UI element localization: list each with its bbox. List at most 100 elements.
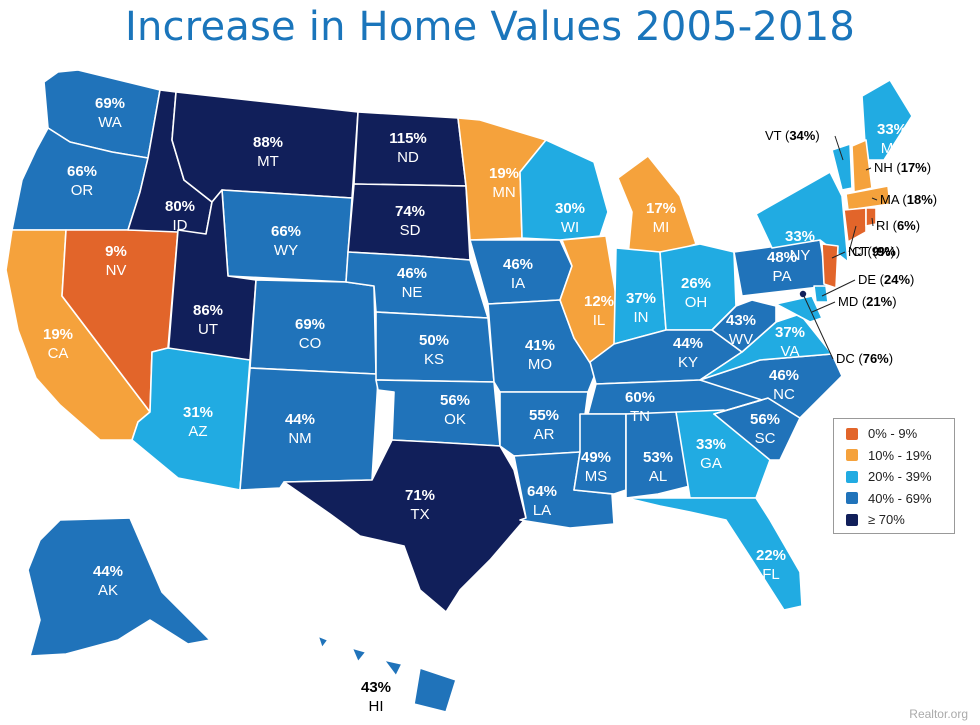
state-co — [249, 279, 377, 375]
state-ga — [675, 409, 771, 499]
state-abbr-id: ID — [173, 217, 188, 234]
state-nh — [851, 139, 873, 193]
legend-label: 40% - 69% — [868, 490, 932, 506]
state-value-il: 12% — [584, 293, 614, 310]
state-abbr-wv: WV — [729, 331, 753, 348]
state-value-id: 80% — [165, 198, 195, 215]
state-abbr-ks: KS — [424, 351, 444, 368]
state-value-me: 33% — [877, 121, 907, 138]
state-value-mo: 41% — [525, 337, 555, 354]
state-abbr-in: IN — [634, 309, 649, 326]
state-abbr-al: AL — [649, 468, 667, 485]
callout-dc: DC (76%) — [836, 351, 893, 366]
state-abbr-ca: CA — [48, 345, 69, 362]
state-value-ia: 46% — [503, 256, 533, 273]
state-value-mt: 88% — [253, 134, 283, 151]
state-value-ks: 50% — [419, 332, 449, 349]
state-value-ak: 44% — [93, 563, 123, 580]
state-abbr-mi: MI — [653, 219, 670, 236]
state-abbr-nc: NC — [773, 386, 795, 403]
callout-vt: VT (34%) — [765, 128, 820, 143]
callout-ri: RI (6%) — [876, 218, 920, 233]
state-abbr-mo: MO — [528, 356, 552, 373]
state-value-tx: 71% — [405, 487, 435, 504]
page-title: Increase in Home Values 2005-2018 — [124, 4, 856, 50]
state-abbr-wi: WI — [561, 219, 579, 236]
legend-swatch — [846, 470, 858, 483]
callout-nj: NJ (9%) — [848, 244, 895, 259]
callout-leader-ct — [848, 225, 857, 253]
state-abbr-nv: NV — [106, 262, 127, 279]
state-abbr-co: CO — [299, 335, 322, 352]
state-value-wi: 30% — [555, 200, 585, 217]
state-value-ca: 19% — [43, 326, 73, 343]
state-abbr-mn: MN — [492, 184, 515, 201]
state-value-fl: 22% — [756, 547, 786, 564]
callout-ct: CT (9%) — [852, 244, 900, 259]
state-value-ok: 56% — [440, 392, 470, 409]
state-nj — [821, 243, 839, 289]
state-abbr-az: AZ — [188, 423, 207, 440]
state-value-nm: 44% — [285, 411, 315, 428]
state-value-va: 37% — [775, 324, 805, 341]
state-abbr-ny: NY — [790, 247, 811, 264]
state-abbr-la: LA — [533, 502, 551, 519]
state-abbr-ky: KY — [678, 354, 698, 371]
state-ar — [499, 391, 589, 457]
state-abbr-ok: OK — [444, 411, 466, 428]
state-abbr-wy: WY — [274, 242, 298, 259]
state-value-la: 64% — [527, 483, 557, 500]
state-value-al: 53% — [643, 449, 673, 466]
legend-swatch — [846, 427, 858, 440]
state-value-sc: 56% — [750, 411, 780, 428]
state-value-nc: 46% — [769, 367, 799, 384]
callout-leader-vt — [834, 135, 844, 161]
state-value-hi: 43% — [361, 679, 391, 696]
state-abbr-mt: MT — [257, 153, 279, 170]
callout-leader-ri — [871, 217, 874, 227]
state-abbr-nm: NM — [288, 430, 311, 447]
state-ct — [843, 207, 867, 243]
legend-item: ≥ 70% — [846, 509, 954, 531]
state-abbr-sd: SD — [400, 222, 421, 239]
state-value-nv: 9% — [105, 243, 127, 260]
legend-item: 40% - 69% — [846, 488, 954, 510]
state-al — [625, 411, 691, 499]
legend-label: 0% - 9% — [868, 426, 918, 442]
state-value-in: 37% — [626, 290, 656, 307]
state-ok — [375, 379, 501, 447]
state-abbr-me: ME — [881, 140, 904, 157]
state-hi — [317, 635, 457, 713]
state-abbr-ut: UT — [198, 321, 218, 338]
state-abbr-ar: AR — [534, 426, 555, 443]
state-fl — [625, 497, 803, 611]
state-value-mn: 19% — [489, 165, 519, 182]
credit-text: Realtor.org — [909, 707, 968, 721]
state-abbr-or: OR — [71, 182, 94, 199]
callout-leader-md — [811, 301, 836, 313]
state-value-sd: 74% — [395, 203, 425, 220]
callout-leader-nj — [831, 251, 846, 259]
state-value-ny: 33% — [785, 228, 815, 245]
state-value-pa: 48% — [767, 249, 797, 266]
state-ma — [845, 185, 891, 211]
state-abbr-ak: AK — [98, 582, 118, 599]
state-abbr-va: VA — [781, 343, 800, 360]
state-value-mi: 17% — [646, 200, 676, 217]
state-abbr-ne: NE — [402, 284, 423, 301]
state-abbr-wa: WA — [98, 114, 122, 131]
state-value-ne: 46% — [397, 265, 427, 282]
state-md — [775, 295, 823, 323]
state-value-ar: 55% — [529, 407, 559, 424]
state-abbr-ms: MS — [585, 468, 608, 485]
state-value-ms: 49% — [581, 449, 611, 466]
state-vt — [831, 143, 853, 191]
legend-label: 10% - 19% — [868, 447, 932, 463]
state-ri — [865, 207, 877, 227]
state-value-or: 66% — [67, 163, 97, 180]
callout-leader-ma — [871, 197, 878, 201]
state-va — [699, 313, 833, 381]
state-abbr-ga: GA — [700, 455, 722, 472]
